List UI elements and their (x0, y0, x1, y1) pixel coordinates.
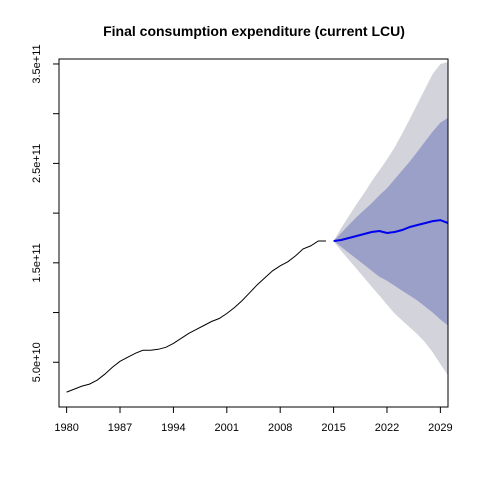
y-tick-label: 3.5e+11 (31, 44, 43, 83)
y-tick-label: 5.0e+10 (31, 342, 43, 382)
x-tick-label: 1980 (54, 422, 78, 434)
x-tick-label: 2015 (321, 422, 345, 434)
chart-title: Final consumption expenditure (current L… (103, 23, 405, 39)
x-tick-label: 1994 (161, 422, 185, 434)
history-line (67, 241, 326, 392)
y-tick-label: 1.5e+11 (31, 243, 43, 282)
plot-area (67, 62, 448, 392)
x-tick-label: 2022 (375, 422, 399, 434)
x-tick-label: 2029 (428, 422, 452, 434)
x-tick-label: 2008 (268, 422, 292, 434)
x-tick-label: 1987 (108, 422, 132, 434)
x-tick-label: 2001 (215, 422, 239, 434)
y-tick-label: 2.5e+11 (31, 144, 43, 183)
